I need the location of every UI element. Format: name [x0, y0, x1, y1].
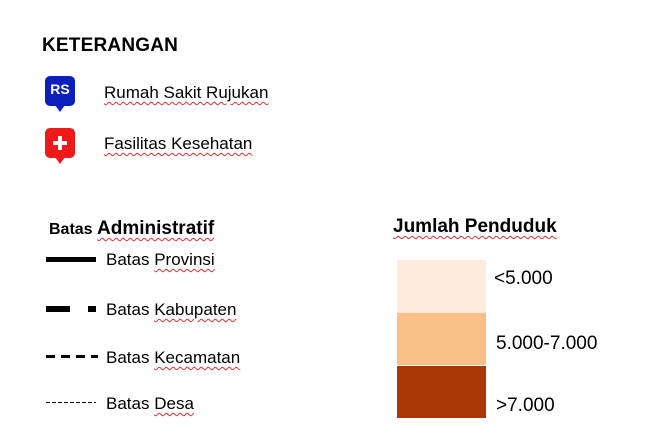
long-dash-line-icon	[46, 306, 98, 312]
population-swatch-low	[397, 260, 486, 313]
population-swatch-mid	[397, 313, 486, 365]
population-swatch-high	[397, 366, 486, 418]
rs-marker-text: RS	[50, 81, 70, 97]
dashed-line-icon	[46, 355, 98, 358]
dotted-line-icon	[46, 402, 96, 403]
plus-marker-icon	[45, 128, 75, 164]
population-title: Jumlah Penduduk	[393, 216, 557, 237]
legend-title: KETERANGAN	[42, 35, 179, 56]
boundary-heading-small: Batas	[49, 221, 93, 238]
boundary-label-kabupaten: Batas Kabupaten	[106, 300, 237, 319]
boundary-label-kecamatan: Batas Kecamatan	[106, 348, 241, 367]
population-label-low: <5.000	[494, 268, 553, 289]
boundary-heading: Batas Administratif	[49, 218, 214, 240]
population-label-mid: 5.000-7.000	[496, 333, 598, 354]
legend-item-fasilitas-kesehatan: Fasilitas Kesehatan	[104, 134, 253, 153]
legend-item-rumah-sakit-rujukan: Rumah Sakit Rujukan	[104, 83, 269, 102]
population-label-high: >7.000	[496, 395, 555, 416]
boundary-label-provinsi: Batas Provinsi	[106, 250, 215, 269]
rs-marker-icon: RS	[45, 76, 75, 112]
boundary-heading-big: Administratif	[97, 218, 215, 239]
solid-line-icon	[46, 257, 96, 262]
boundary-label-desa: Batas Desa	[106, 394, 194, 413]
